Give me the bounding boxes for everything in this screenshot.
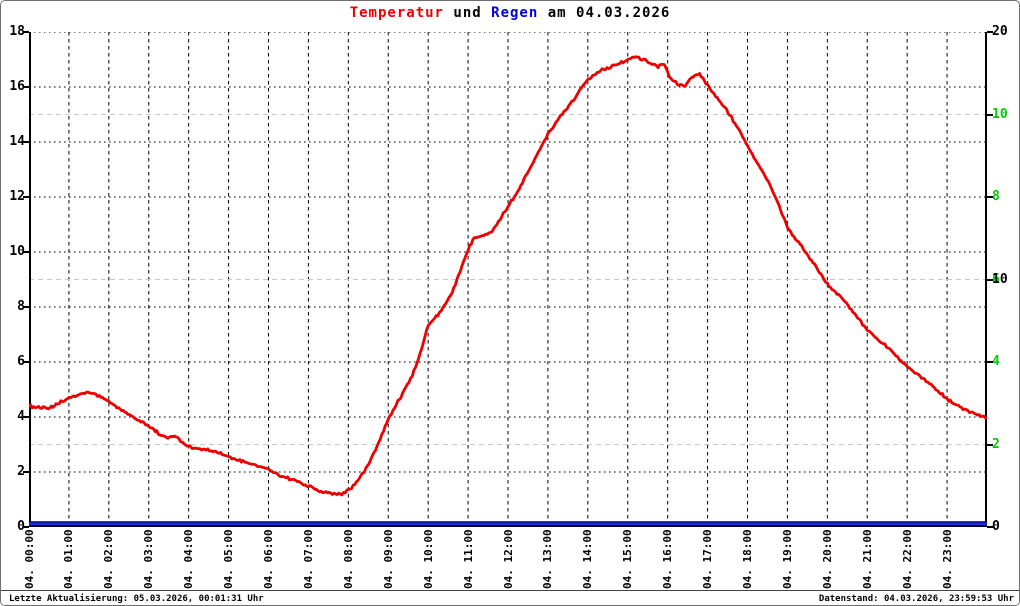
title-regen-label: Regen	[491, 5, 539, 21]
x-axis-label: 04. 04:00	[182, 529, 196, 589]
y-axis-right-tick	[987, 361, 993, 363]
x-axis-label: 04. 18:00	[741, 529, 754, 589]
x-axis-label: 04. 20:00	[820, 529, 834, 589]
x-axis-label: 04. 08:00	[341, 529, 355, 589]
y-axis-left-tick	[23, 31, 29, 33]
y-axis-left-tick	[23, 196, 29, 198]
x-axis-label: 04. 16:00	[661, 529, 675, 589]
y-axis-left-tick	[23, 306, 29, 308]
x-axis-label: 04. 13:00	[541, 529, 555, 589]
y-axis-left-tick	[23, 361, 29, 363]
plot-svg	[29, 32, 987, 527]
x-axis-label: 04. 15:00	[621, 529, 635, 589]
y-axis-left-tick	[23, 526, 29, 528]
x-axis-label: 04. 22:00	[900, 529, 914, 589]
y-axis-right-tick	[987, 443, 993, 446]
x-axis-label: 04. 11:00	[461, 529, 475, 589]
title-und-label: und	[443, 5, 492, 21]
temperature-line	[29, 55, 987, 497]
x-axis-label: 04. 14:00	[581, 529, 595, 589]
title-temperatur-label: Temperatur	[349, 5, 444, 21]
y-axis-right-black-label: 10	[992, 271, 1008, 287]
y-axis-left-label: 6	[17, 354, 25, 369]
y-axis-left-label: 18	[9, 24, 25, 39]
y-axis-left-tick	[23, 141, 29, 143]
x-axis-label: 04. 07:00	[301, 529, 315, 589]
y-axis-left-label: 8	[17, 299, 25, 314]
x-axis-label: 04. 12:00	[501, 529, 515, 589]
y-axis-right-green-label: 4	[992, 354, 1000, 369]
title-date-label: am 04.03.2026	[538, 5, 671, 21]
x-axis-label: 04. 09:00	[381, 529, 395, 589]
y-axis-right-tick	[987, 113, 993, 116]
plot-area	[29, 32, 987, 527]
y-axis-right-tick	[987, 526, 993, 528]
chart-title: Temperatur und Regen am 04.03.2026	[1, 5, 1019, 21]
y-axis-left-label: 2	[17, 464, 25, 479]
y-axis-right-green-label: 8	[992, 189, 1000, 204]
y-axis-left-label: 10	[9, 244, 25, 259]
footer-bar: Letzte Aktualisierung: 05.03.2026, 00:01…	[1, 590, 1019, 605]
y-axis-right-black-label: 0	[992, 519, 1000, 534]
x-axis-label: 04. 05:00	[222, 529, 236, 589]
y-axis-left-label: 4	[17, 409, 25, 424]
y-axis-left-label: 16	[9, 79, 25, 94]
y-axis-left-label: 0	[17, 519, 25, 534]
y-axis-left-tick	[23, 471, 29, 473]
y-axis-left-tick	[23, 86, 29, 88]
y-axis-right-tick	[987, 196, 993, 198]
x-axis-label: 04. 06:00	[262, 529, 275, 589]
y-axis-left-label: 12	[9, 189, 25, 204]
y-axis-left-tick	[23, 416, 29, 418]
y-axis-right-black-label: 20	[992, 24, 1008, 39]
y-axis-right-green-label: 10	[992, 106, 1008, 122]
y-axis-left-label: 14	[9, 134, 25, 149]
footer-last-update: Letzte Aktualisierung: 05.03.2026, 00:01…	[9, 594, 264, 604]
y-axis-right-green-label: 2	[992, 436, 1000, 452]
x-axis-label: 04. 19:00	[780, 529, 794, 589]
x-axis-label: 04. 02:00	[102, 529, 116, 589]
y-axis-right-tick	[987, 278, 993, 281]
x-axis-label: 04. 03:00	[142, 529, 156, 589]
x-axis-label: 04. 01:00	[62, 529, 76, 589]
x-axis-label: 04. 00:00	[22, 529, 36, 589]
footer-data-timestamp: Datenstand: 04.03.2026, 23:59:53 Uhr	[818, 594, 1014, 604]
y-axis-left-tick	[23, 251, 29, 253]
x-axis-label: 04. 10:00	[421, 529, 435, 589]
y-axis-right-green-label: 6	[992, 271, 1000, 287]
x-axis-label: 04. 17:00	[701, 529, 715, 589]
y-axis-right-tick	[987, 31, 993, 33]
x-axis-label: 04. 21:00	[860, 529, 874, 589]
x-axis-label: 04. 23:00	[940, 529, 954, 589]
